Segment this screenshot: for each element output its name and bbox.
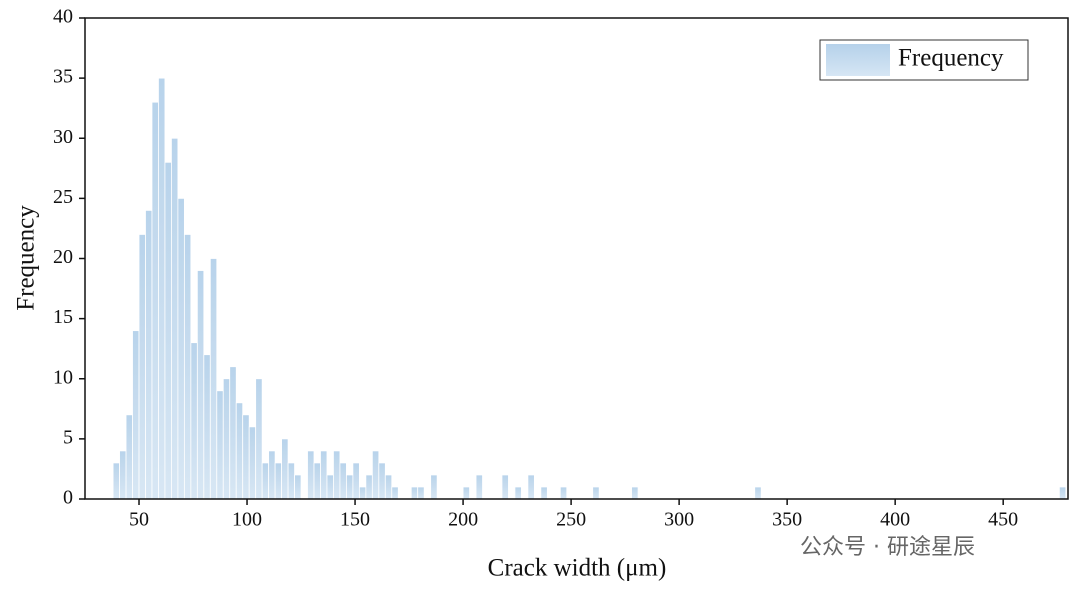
bar	[417, 486, 425, 500]
bar	[631, 486, 639, 500]
bar	[514, 486, 522, 500]
y-tick-label: 5	[63, 426, 73, 448]
bar	[754, 486, 762, 500]
bar	[358, 486, 367, 500]
bar	[475, 474, 483, 500]
bar	[255, 378, 263, 500]
bar	[371, 450, 380, 500]
bar	[112, 462, 120, 500]
x-tick-label: 100	[232, 509, 262, 531]
bar	[203, 354, 211, 500]
bar	[274, 462, 283, 500]
bar	[145, 209, 153, 500]
bar	[1058, 486, 1067, 500]
bar	[462, 486, 470, 500]
bar	[138, 234, 146, 500]
bar	[261, 462, 270, 500]
y-axis-label: Frequency	[13, 205, 40, 311]
bar	[158, 77, 166, 500]
x-tick-label: 50	[129, 509, 149, 531]
bar	[177, 197, 185, 500]
x-tick-label: 150	[340, 509, 370, 531]
bar	[216, 390, 224, 500]
bar	[592, 486, 600, 500]
x-tick-label: 450	[988, 509, 1018, 531]
legend-swatch	[826, 44, 890, 76]
y-tick-label: 40	[53, 6, 73, 28]
bar	[391, 486, 399, 500]
y-tick-label: 0	[63, 487, 73, 509]
bar	[222, 378, 231, 500]
x-tick-label: 250	[556, 509, 586, 531]
watermark: 公众号 · 研途星辰	[800, 535, 975, 560]
y-tick-label: 10	[53, 366, 73, 388]
bar	[313, 462, 321, 500]
bar	[183, 234, 192, 500]
bar	[294, 474, 302, 500]
y-tick-label: 35	[53, 66, 73, 88]
bar	[346, 474, 354, 500]
bar	[540, 486, 548, 500]
bar	[339, 462, 347, 500]
bar	[410, 486, 419, 500]
bar	[281, 438, 289, 500]
y-tick-label: 25	[53, 186, 73, 208]
bar	[242, 414, 250, 500]
bar	[132, 330, 140, 500]
bar	[125, 414, 133, 500]
bar	[209, 258, 218, 500]
bar	[378, 462, 386, 500]
bar	[501, 474, 509, 500]
bar	[430, 474, 438, 500]
x-tick-label: 350	[772, 509, 802, 531]
bar	[119, 450, 127, 500]
x-tick-label: 200	[448, 509, 478, 531]
bar	[333, 450, 341, 500]
x-tick-label: 400	[880, 509, 910, 531]
bar	[248, 426, 257, 500]
bar	[365, 474, 373, 500]
bar	[559, 486, 568, 500]
bar	[171, 137, 179, 500]
bar	[164, 161, 172, 500]
y-tick-label: 30	[53, 126, 73, 148]
bar	[151, 101, 159, 500]
bar	[320, 450, 328, 500]
bar	[235, 402, 244, 500]
legend-label: Frequency	[898, 45, 1004, 72]
bar	[229, 366, 237, 500]
bar	[352, 462, 360, 500]
bar	[326, 474, 334, 500]
bar	[190, 342, 198, 500]
bar	[307, 450, 315, 500]
x-axis-label: Crack width (μm)	[488, 555, 667, 582]
bar	[527, 474, 535, 500]
y-tick-label: 15	[53, 306, 73, 328]
bar	[287, 462, 295, 500]
x-tick-label: 300	[664, 509, 694, 531]
bar	[268, 450, 276, 500]
y-tick-label: 20	[53, 246, 73, 268]
bar	[196, 270, 205, 500]
bar	[384, 474, 393, 500]
